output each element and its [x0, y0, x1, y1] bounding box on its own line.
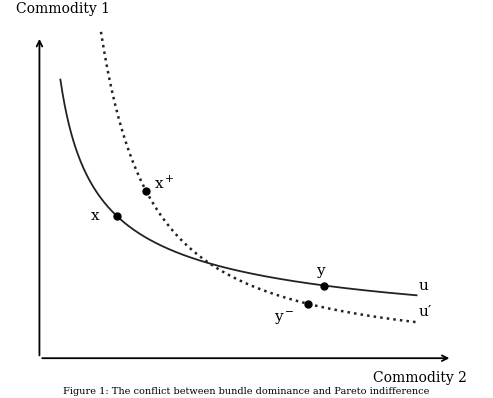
Text: u: u [419, 279, 428, 293]
Text: Commodity 1: Commodity 1 [16, 2, 110, 16]
Text: u′: u′ [419, 305, 432, 319]
Text: x$^+$: x$^+$ [154, 174, 174, 192]
Text: y: y [316, 263, 324, 278]
Text: Figure 1: The conflict between bundle dominance and Pareto indifference: Figure 1: The conflict between bundle do… [63, 387, 430, 396]
Text: Commodity 2: Commodity 2 [373, 371, 467, 385]
Text: x: x [91, 209, 100, 223]
Text: y$^-$: y$^-$ [274, 310, 295, 327]
